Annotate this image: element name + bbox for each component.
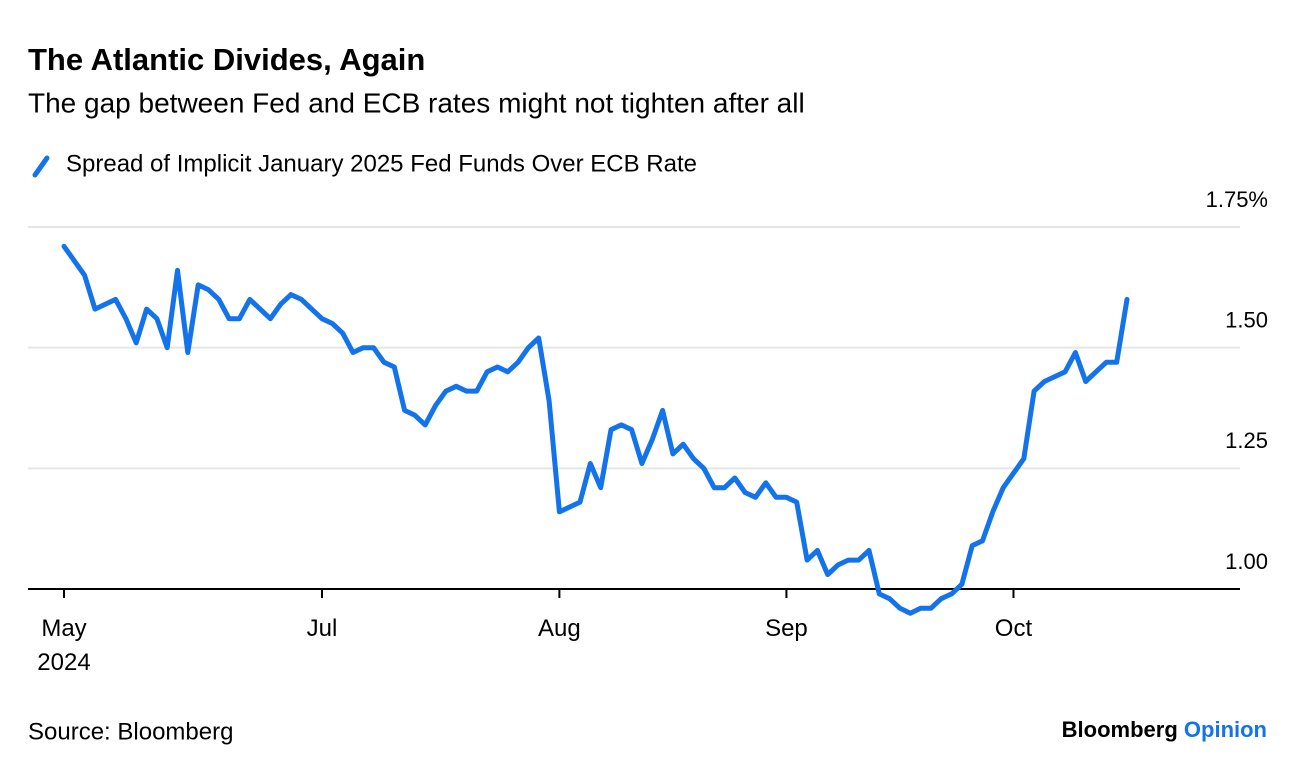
data-line xyxy=(61,243,1130,616)
x-tick-label: May 2024 xyxy=(37,615,91,677)
brand: Bloomberg Opinion xyxy=(1062,717,1267,742)
x-tick-label: Oct xyxy=(994,615,1033,643)
chart-title: The Atlantic Divides, Again xyxy=(28,42,425,77)
brand-section: Opinion xyxy=(1184,717,1267,742)
y-tick-label: 1.00 xyxy=(1225,549,1268,574)
source: Source: Bloomberg xyxy=(28,718,233,745)
x-tick-label: Aug xyxy=(538,615,581,643)
x-tick-label: Jul xyxy=(306,615,338,643)
legend-swatch xyxy=(32,155,50,178)
chart-subtitle: The gap between Fed and ECB rates might … xyxy=(28,87,805,118)
x-tick-label: Sep xyxy=(765,615,808,643)
y-tick-label: 1.75% xyxy=(1206,187,1268,212)
y-tick-label: 1.50 xyxy=(1225,307,1268,332)
legend-label: Spread of Implicit January 2025 Fed Fund… xyxy=(66,150,697,177)
y-tick-label: 1.25 xyxy=(1225,428,1268,453)
brand-name: Bloomberg xyxy=(1062,717,1178,742)
